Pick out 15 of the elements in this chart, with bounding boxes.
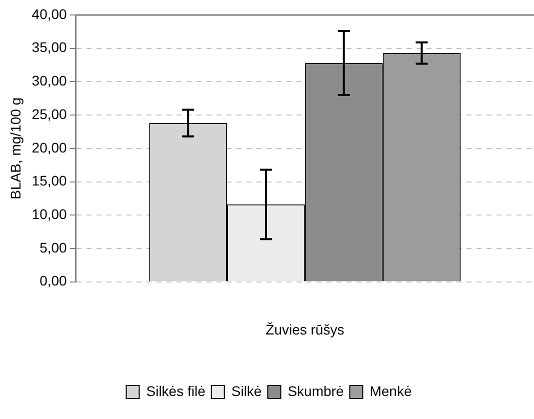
y-tick-label: 25,00 (32, 106, 68, 122)
y-axis-title: BLAB, mg/100 g (7, 97, 24, 200)
y-tick-label: 20,00 (32, 139, 68, 156)
y-tick-label: 40,00 (32, 6, 68, 22)
y-tick-label: 10,00 (32, 206, 68, 222)
y-tick-label: 30,00 (32, 72, 68, 89)
x-axis-title: Žuvies rūšys (266, 321, 344, 338)
y-tick-label: 15,00 (32, 172, 68, 189)
legend-label: Silkės filė (146, 382, 206, 399)
legend-label: Menkė (370, 382, 412, 399)
y-tick-label: 0,00 (40, 272, 68, 289)
legend-label: Silkė (231, 382, 262, 399)
y-tick-label: 5,00 (40, 239, 68, 256)
legend-label: Skumbrė (288, 382, 344, 399)
y-tick-label: 35,00 (32, 39, 68, 56)
